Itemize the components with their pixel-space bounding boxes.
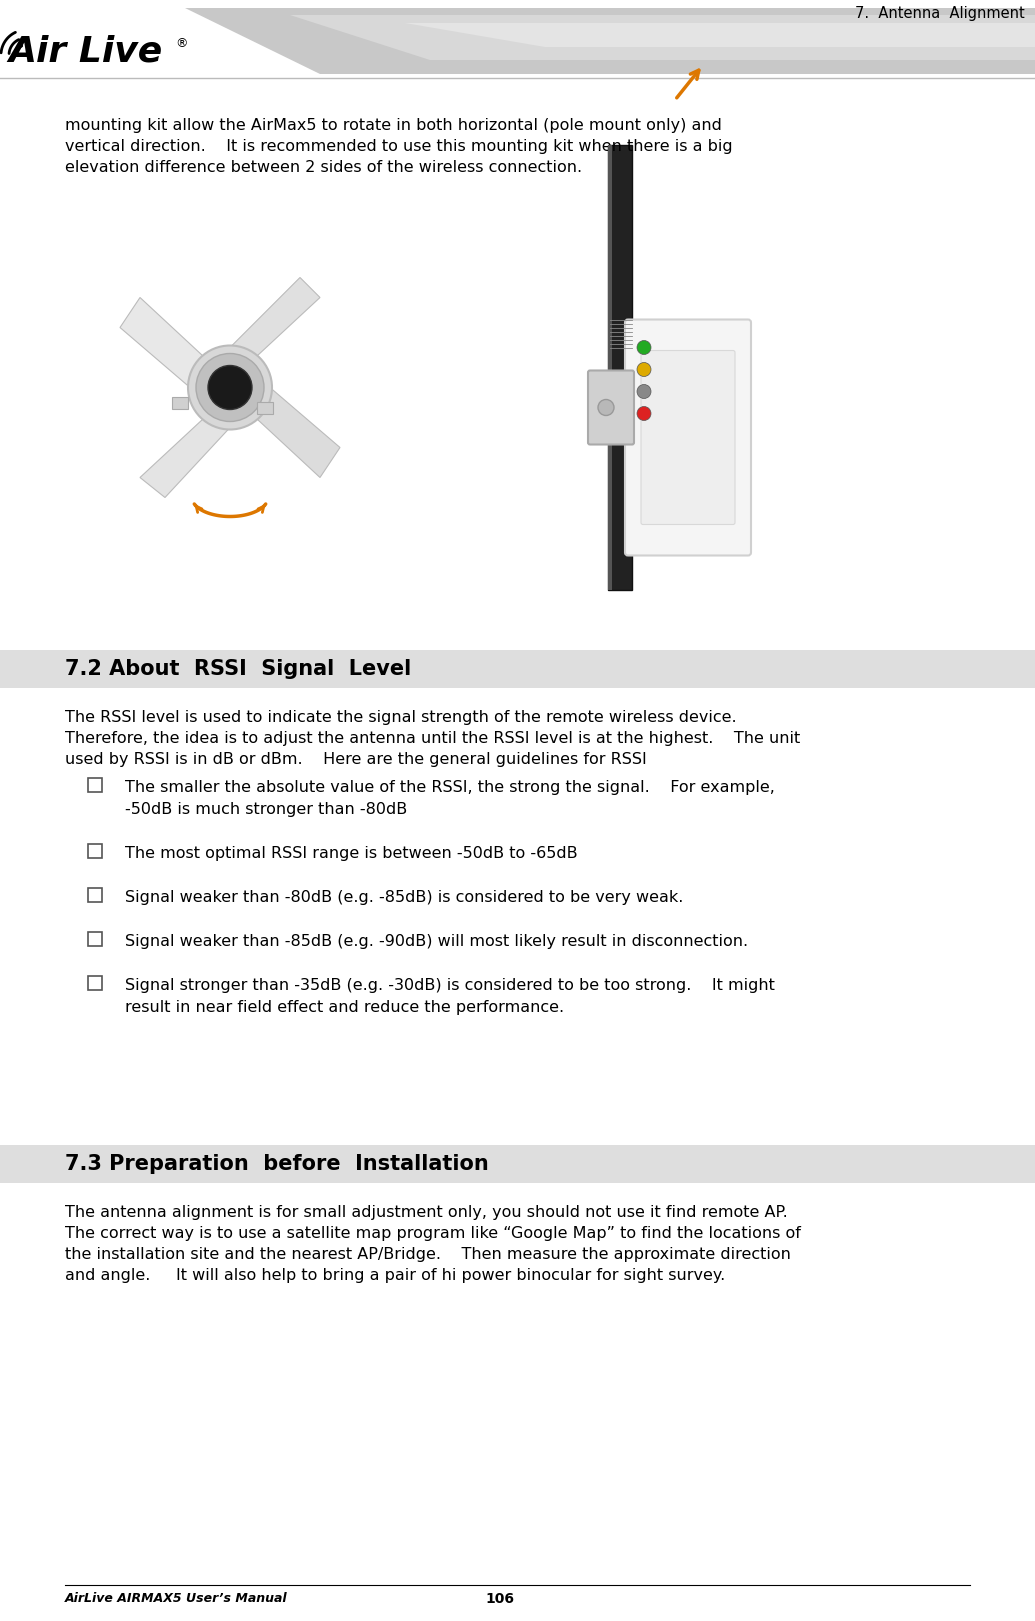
Text: Air Live: Air Live bbox=[8, 36, 162, 70]
FancyBboxPatch shape bbox=[625, 319, 751, 556]
FancyBboxPatch shape bbox=[641, 350, 735, 525]
Bar bbox=[88, 976, 102, 990]
Circle shape bbox=[188, 345, 272, 430]
Text: The RSSI level is used to indicate the signal strength of the remote wireless de: The RSSI level is used to indicate the s… bbox=[65, 710, 737, 725]
Text: The smaller the absolute value of the RSSI, the strong the signal.    For exampl: The smaller the absolute value of the RS… bbox=[125, 780, 775, 794]
Circle shape bbox=[208, 365, 252, 410]
Bar bbox=[88, 845, 102, 858]
Bar bbox=[88, 888, 102, 901]
Polygon shape bbox=[405, 23, 1035, 47]
Bar bbox=[0, 650, 1035, 687]
Text: The correct way is to use a satellite map program like “Google Map” to find the : The correct way is to use a satellite ma… bbox=[65, 1225, 801, 1242]
Circle shape bbox=[637, 384, 651, 399]
Polygon shape bbox=[250, 387, 341, 478]
Circle shape bbox=[637, 340, 651, 355]
Bar bbox=[608, 144, 612, 590]
Circle shape bbox=[196, 353, 264, 421]
Bar bbox=[88, 932, 102, 947]
Text: 106: 106 bbox=[485, 1592, 514, 1606]
Bar bbox=[0, 1144, 1035, 1183]
Polygon shape bbox=[290, 15, 1035, 60]
Circle shape bbox=[598, 399, 614, 415]
Text: and angle.     It will also help to bring a pair of hi power binocular for sight: and angle. It will also help to bring a … bbox=[65, 1268, 726, 1282]
Text: the installation site and the nearest AP/Bridge.    Then measure the approximate: the installation site and the nearest AP… bbox=[65, 1247, 791, 1263]
Polygon shape bbox=[185, 8, 1035, 75]
Bar bbox=[608, 144, 632, 590]
Text: Therefore, the idea is to adjust the antenna until the RSSI level is at the high: Therefore, the idea is to adjust the ant… bbox=[65, 731, 800, 746]
Text: 7.3 Preparation  before  Installation: 7.3 Preparation before Installation bbox=[65, 1154, 489, 1174]
Polygon shape bbox=[140, 412, 230, 498]
Bar bbox=[257, 402, 273, 413]
FancyBboxPatch shape bbox=[588, 371, 634, 444]
Text: mounting kit allow the AirMax5 to rotate in both horizontal (pole mount only) an: mounting kit allow the AirMax5 to rotate… bbox=[65, 118, 721, 133]
Bar bbox=[88, 778, 102, 793]
Polygon shape bbox=[215, 379, 238, 396]
Polygon shape bbox=[120, 298, 210, 387]
Text: The most optimal RSSI range is between -50dB to -65dB: The most optimal RSSI range is between -… bbox=[125, 846, 578, 861]
Text: The antenna alignment is for small adjustment only, you should not use it find r: The antenna alignment is for small adjus… bbox=[65, 1204, 788, 1221]
Circle shape bbox=[637, 363, 651, 376]
Text: Signal weaker than -80dB (e.g. -85dB) is considered to be very weak.: Signal weaker than -80dB (e.g. -85dB) is… bbox=[125, 890, 683, 905]
Text: 7.  Antenna  Alignment: 7. Antenna Alignment bbox=[855, 6, 1025, 21]
Text: AirLive AIRMAX5 User’s Manual: AirLive AIRMAX5 User’s Manual bbox=[65, 1592, 288, 1605]
Text: Signal stronger than -35dB (e.g. -30dB) is considered to be too strong.    It mi: Signal stronger than -35dB (e.g. -30dB) … bbox=[125, 977, 775, 994]
Text: elevation difference between 2 sides of the wireless connection.: elevation difference between 2 sides of … bbox=[65, 160, 582, 175]
Circle shape bbox=[637, 407, 651, 420]
Text: 7.2 About  RSSI  Signal  Level: 7.2 About RSSI Signal Level bbox=[65, 660, 411, 679]
Text: used by RSSI is in dB or dBm.    Here are the general guidelines for RSSI: used by RSSI is in dB or dBm. Here are t… bbox=[65, 752, 647, 767]
Polygon shape bbox=[230, 277, 320, 363]
Text: Signal weaker than -85dB (e.g. -90dB) will most likely result in disconnection.: Signal weaker than -85dB (e.g. -90dB) wi… bbox=[125, 934, 748, 948]
Text: vertical direction.    It is recommended to use this mounting kit when there is : vertical direction. It is recommended to… bbox=[65, 139, 733, 154]
Text: -50dB is much stronger than -80dB: -50dB is much stronger than -80dB bbox=[125, 802, 407, 817]
Text: result in near field effect and reduce the performance.: result in near field effect and reduce t… bbox=[125, 1000, 564, 1015]
Bar bbox=[172, 397, 188, 408]
Text: ®: ® bbox=[175, 37, 187, 50]
